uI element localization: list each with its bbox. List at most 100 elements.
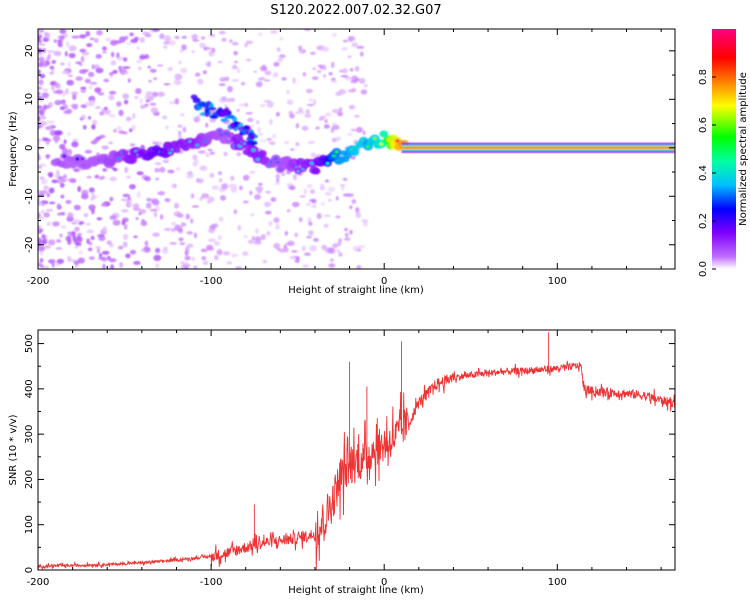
spectrogram-speckle <box>51 59 56 64</box>
spectrogram-speckle <box>129 249 137 255</box>
spectrogram-speckle <box>238 185 243 191</box>
spectrogram-speckle <box>221 118 228 121</box>
spectrogram-speckle <box>59 182 65 188</box>
spectrogram-speckle <box>263 99 272 103</box>
spectrogram-frame <box>37 28 676 270</box>
colorbar-tick-label: 0.8 <box>698 69 709 85</box>
spectrogram-speckle <box>311 76 319 81</box>
spectrogram-speckle <box>80 56 85 63</box>
spectrogram-trace-halo <box>379 130 389 138</box>
spectrogram-speckle <box>73 218 80 225</box>
spectrogram-speckle <box>255 186 264 192</box>
snr-ticks: -200 -100 0 100 0 100 200 300 400 500 <box>24 330 675 588</box>
y-tick-label: 10 <box>24 93 35 106</box>
spectrogram-speckle <box>332 108 340 114</box>
spectrogram-speckle <box>304 113 312 118</box>
spectrogram-speckle <box>38 225 41 229</box>
spectrogram-speckle <box>99 253 103 258</box>
spectrogram-speckle <box>324 191 332 196</box>
spectrogram-speckle <box>347 89 356 93</box>
spectrogram-speckle <box>257 127 262 133</box>
spectrogram-speckle <box>38 237 42 244</box>
spectrogram-speckle <box>112 219 121 226</box>
spectrogram-speckle <box>230 253 239 258</box>
spectrogram-speckle <box>67 74 73 78</box>
spectrogram-speckle <box>242 251 249 257</box>
spectrogram-speckle <box>354 114 360 118</box>
spectrogram-speckle <box>139 55 146 60</box>
spectrogram-speckle <box>217 171 223 176</box>
spectrogram-speckle <box>96 30 103 36</box>
spectrogram-speckle <box>86 43 93 48</box>
spectrogram-speckle <box>174 35 180 40</box>
spectrogram-speckle <box>323 124 330 129</box>
spectrogram-speckle <box>51 85 55 91</box>
spectrogram-speckle <box>45 140 50 145</box>
spectrogram-speckle <box>61 225 67 229</box>
spectrogram-speckle <box>336 249 340 253</box>
spectrogram-speckle <box>49 125 53 131</box>
y-tick-label: 200 <box>24 470 35 489</box>
spectrogram-speckle <box>148 79 153 83</box>
spectrogram-speckle <box>331 122 336 126</box>
spectrogram-speckle <box>224 107 230 114</box>
spectrogram-speckle <box>278 54 286 59</box>
spectrogram-speckle <box>312 67 317 71</box>
spectrogram-xlabel: Height of straight line (km) <box>288 285 424 296</box>
spectrogram-speckle <box>254 194 261 200</box>
spectrogram-speckle <box>159 166 166 173</box>
spectrogram-speckle <box>46 221 51 227</box>
spectrogram-speckle <box>56 258 65 264</box>
spectrogram-speckle <box>324 112 332 117</box>
spectrogram-speckle <box>191 256 195 261</box>
spectrogram-speckle <box>108 114 116 118</box>
spectrogram-speckle <box>203 47 212 50</box>
spectrogram-speckle <box>233 51 238 56</box>
spectrogram-speckle <box>64 88 69 95</box>
spectrogram-speckle <box>98 235 106 242</box>
spectrogram-speckle <box>352 245 359 252</box>
spectrogram-speckle <box>133 36 140 41</box>
spectrogram-speckle <box>140 104 146 109</box>
spectrogram-speckle <box>142 31 150 35</box>
spectrogram-speckle <box>205 152 211 158</box>
spectrogram-speckle <box>103 78 110 83</box>
spectrogram-speckle <box>245 40 253 45</box>
spectrogram-speckle <box>274 182 281 186</box>
spectrogram-speckle <box>86 175 92 179</box>
spectrogram-speckle <box>89 37 95 41</box>
spectrogram-speckle <box>310 51 316 55</box>
spectrogram-speckle <box>204 106 209 114</box>
spectrogram-trace-halo <box>121 150 129 156</box>
spectrogram-speckle <box>80 221 85 225</box>
spectrogram-speckle <box>288 185 296 191</box>
spectrogram-speckle <box>279 248 286 253</box>
spectrogram-speckle <box>217 60 223 64</box>
spectrogram-speckle <box>304 252 311 256</box>
spectrogram-trace-core <box>251 148 256 152</box>
spectrogram-trace-core <box>195 143 200 147</box>
spectrogram-speckle <box>350 128 357 132</box>
spectrogram-speckle <box>76 232 83 236</box>
spectrogram-speckle <box>330 128 334 133</box>
spectrogram-speckle <box>162 115 168 120</box>
spectrogram-trace-core <box>80 157 84 160</box>
spectrogram-speckle <box>91 192 95 198</box>
spectrogram-speckle <box>86 229 94 234</box>
spectrogram-speckle <box>312 99 317 105</box>
spectrogram-trace-halo <box>349 148 360 157</box>
spectrogram-speckle <box>108 141 114 145</box>
spectrogram-speckle <box>38 43 46 46</box>
spectrogram-speckle <box>340 75 349 78</box>
spectrogram-speckle <box>102 46 107 51</box>
spectrogram-speckle <box>266 101 274 108</box>
spectrogram-speckle <box>328 263 336 268</box>
spectrogram-speckle <box>193 232 198 239</box>
spectrogram-speckle <box>155 177 160 181</box>
spectrogram-speckle <box>192 39 200 42</box>
spectrogram-speckle <box>113 168 118 172</box>
spectrogram-speckle <box>41 234 46 240</box>
spectrogram-speckle <box>228 97 236 102</box>
spectrogram-speckle <box>219 77 226 82</box>
